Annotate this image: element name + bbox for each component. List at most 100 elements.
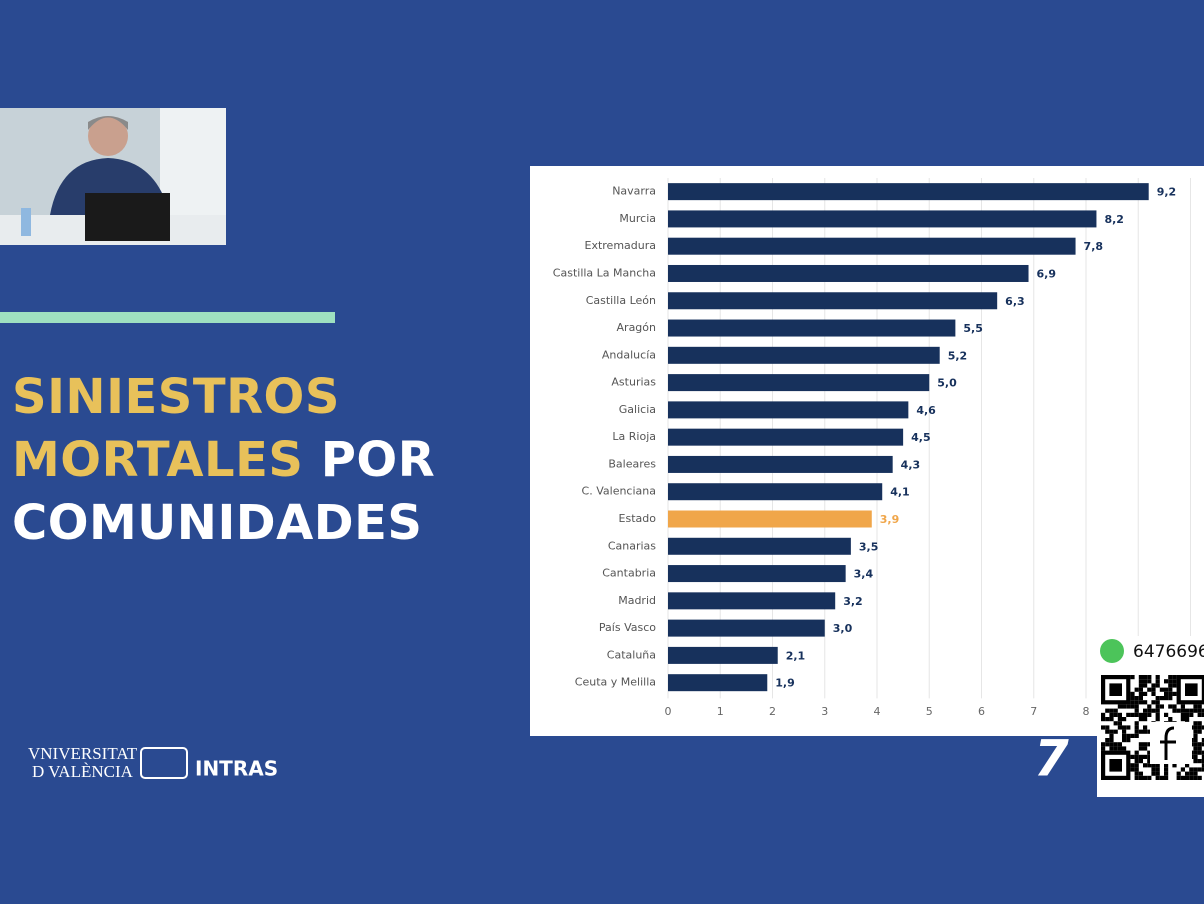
qr-cell (1151, 763, 1156, 768)
qr-cell (1164, 696, 1169, 701)
plot: 012345678910Navarra9,2Murcia8,2Extremadu… (553, 178, 1198, 718)
qr-finder (1100, 674, 1131, 705)
qr-cell (1193, 708, 1198, 713)
qr-cell (1138, 687, 1143, 692)
value-label: 9,2 (1157, 186, 1177, 199)
qr-cell (1147, 742, 1152, 747)
qr-cell (1193, 767, 1198, 772)
value-label: 5,5 (963, 322, 983, 335)
qr-cell (1197, 742, 1202, 747)
qr-cell (1151, 767, 1156, 772)
qr-cell (1193, 704, 1198, 709)
qr-finder (1109, 759, 1122, 772)
value-label: 1,9 (775, 677, 795, 690)
x-tick-label: 5 (926, 705, 933, 718)
qr-cell (1164, 771, 1169, 776)
value-label: 5,0 (937, 377, 957, 390)
bar (668, 346, 940, 364)
value-label: 8,2 (1104, 213, 1124, 226)
qr-cell (1168, 679, 1173, 684)
qr-cell (1180, 704, 1185, 709)
qr-cell (1138, 712, 1143, 717)
qr-cell (1201, 767, 1204, 772)
qr-cell (1143, 691, 1148, 696)
x-tick-label: 3 (821, 705, 828, 718)
qr-cell (1168, 691, 1173, 696)
y-tick-label: Cataluña (607, 648, 656, 661)
qr-cell (1138, 742, 1143, 747)
qr-cell (1138, 696, 1143, 701)
qr-cell (1176, 771, 1181, 776)
y-tick-label: Galicia (619, 403, 656, 416)
qr-cell (1126, 733, 1131, 738)
qr-cell (1113, 712, 1118, 717)
qr-cell (1151, 683, 1156, 688)
qr-cell (1113, 729, 1118, 734)
x-tick-label: 0 (665, 705, 672, 718)
y-tick-label: Canarias (608, 539, 656, 552)
value-label: 4,3 (901, 458, 921, 471)
qr-cell (1105, 738, 1110, 743)
qr-cell (1126, 738, 1131, 743)
qr-cell (1147, 754, 1152, 759)
qr-cell (1201, 738, 1204, 743)
qr-cell (1193, 742, 1198, 747)
qr-cell (1143, 754, 1148, 759)
value-label: 7,8 (1084, 240, 1104, 253)
qr-cell (1189, 767, 1194, 772)
qr-cell (1138, 729, 1143, 734)
qr-cell (1143, 729, 1148, 734)
qr-cell (1109, 708, 1114, 713)
logo-icon (140, 747, 188, 779)
qr-cell (1134, 775, 1139, 780)
bar (668, 319, 956, 337)
qr-cell (1130, 767, 1135, 772)
qr-cell (1147, 704, 1152, 709)
qr-cell (1134, 767, 1139, 772)
qr-cell (1180, 775, 1185, 780)
qr-cell (1122, 717, 1127, 722)
qr-cell (1185, 712, 1190, 717)
value-label: 4,5 (911, 431, 931, 444)
qr-cell (1143, 725, 1148, 730)
qr-cell (1143, 763, 1148, 768)
y-tick-label: Andalucía (602, 348, 656, 361)
qr-cell (1201, 742, 1204, 747)
qr-cell (1193, 733, 1198, 738)
qr-cell (1189, 712, 1194, 717)
qr-cell (1130, 763, 1135, 768)
logo-institute: INTRAS (195, 757, 278, 781)
logo-text: VNIVERSITAT (28, 744, 138, 763)
qr-cell (1155, 717, 1160, 722)
qr-cell (1189, 775, 1194, 780)
qr-cell (1155, 767, 1160, 772)
qr-cell (1147, 675, 1152, 680)
qr-cell (1122, 733, 1127, 738)
qr-cell (1164, 712, 1169, 717)
y-tick-label: Asturias (611, 376, 656, 389)
title-word: POR (320, 432, 436, 488)
qr-cell (1105, 725, 1110, 730)
qr-cell (1168, 675, 1173, 680)
y-tick-label: C. Valenciana (582, 485, 656, 498)
qr-cell (1147, 708, 1152, 713)
qr-cell (1117, 712, 1122, 717)
qr-cell (1193, 746, 1198, 751)
y-tick-label: Castilla La Mancha (553, 266, 656, 279)
qr-cell (1105, 729, 1110, 734)
qr-cell (1168, 704, 1173, 709)
qr-cell (1130, 754, 1135, 759)
value-label: 6,3 (1005, 295, 1025, 308)
qr-cell (1201, 750, 1204, 755)
qr-cell (1155, 775, 1160, 780)
qr-cell (1159, 704, 1164, 709)
qr-cell (1189, 771, 1194, 776)
qr-cell (1147, 750, 1152, 755)
bar (668, 592, 836, 610)
y-tick-label: Aragón (617, 321, 657, 334)
qr-cell (1134, 729, 1139, 734)
qr-cell (1147, 759, 1152, 764)
title-word: COMUNIDADES (12, 495, 423, 551)
y-tick-label: Estado (619, 512, 657, 525)
qr-cell (1147, 729, 1152, 734)
